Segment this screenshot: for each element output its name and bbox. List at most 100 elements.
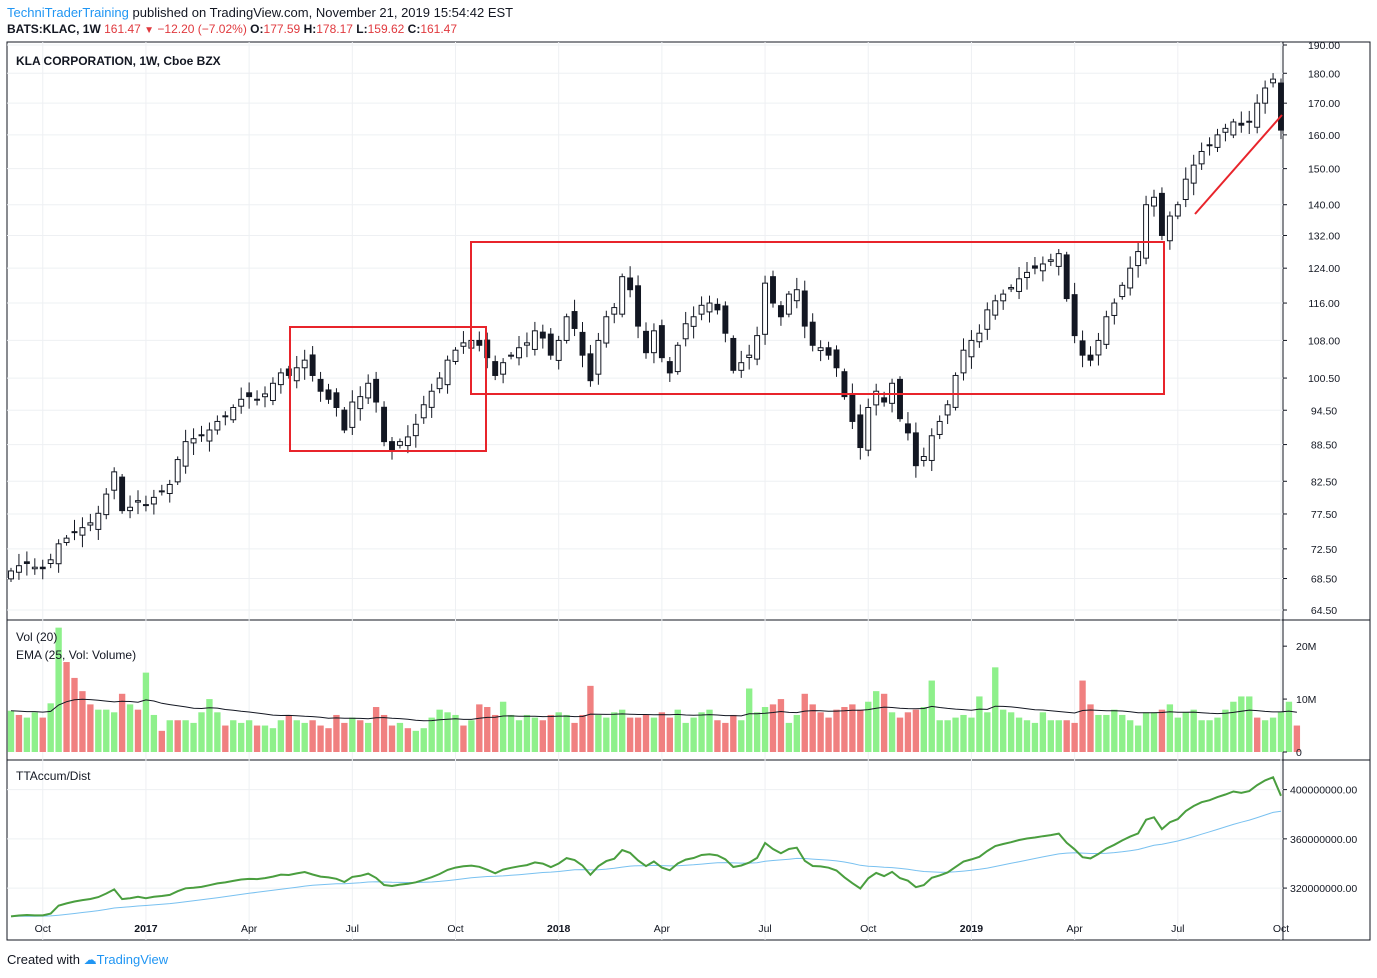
volume-bar[interactable]	[587, 685, 594, 752]
consolidation-box-large[interactable]	[470, 241, 1165, 395]
tradingview-brand[interactable]: TradingView	[96, 952, 169, 967]
candle[interactable]	[857, 404, 864, 460]
candle[interactable]	[428, 383, 435, 418]
volume-bar[interactable]	[428, 717, 435, 752]
volume-bar[interactable]	[412, 730, 419, 752]
candle[interactable]	[190, 428, 197, 455]
volume-bar[interactable]	[1071, 722, 1078, 752]
candle[interactable]	[333, 388, 340, 417]
candle[interactable]	[135, 490, 141, 515]
volume-bar[interactable]	[809, 704, 816, 752]
publisher-name[interactable]: TechniTraderTraining	[7, 5, 129, 20]
volume-bar[interactable]	[301, 722, 308, 752]
candle[interactable]	[1151, 189, 1157, 217]
candle[interactable]	[389, 437, 395, 460]
volume-bar[interactable]	[325, 728, 332, 752]
candle[interactable]	[825, 341, 832, 360]
volume-bar[interactable]	[531, 717, 539, 752]
candle[interactable]	[238, 387, 245, 414]
volume-bar[interactable]	[579, 714, 586, 752]
volume-bar[interactable]	[126, 704, 134, 752]
volume-bar[interactable]	[507, 714, 515, 752]
volume-bar[interactable]	[714, 720, 721, 752]
volume-bar[interactable]	[634, 717, 642, 752]
candle[interactable]	[404, 425, 411, 454]
candle[interactable]	[198, 425, 205, 442]
volume-bar[interactable]	[1269, 717, 1277, 752]
volume-bar[interactable]	[349, 717, 356, 752]
volume-bar[interactable]	[1031, 722, 1039, 752]
volume-bar[interactable]	[1119, 714, 1126, 752]
candle[interactable]	[325, 383, 332, 404]
candle[interactable]	[523, 332, 530, 358]
candle[interactable]	[349, 390, 356, 435]
candle[interactable]	[301, 349, 308, 380]
volume-bar[interactable]	[666, 717, 673, 752]
volume-bar[interactable]	[1246, 696, 1253, 752]
volume-bar[interactable]	[47, 703, 54, 752]
volume-bar[interactable]	[515, 720, 523, 752]
candle[interactable]	[595, 332, 602, 385]
candle[interactable]	[1214, 128, 1221, 153]
candle[interactable]	[1039, 256, 1046, 282]
candle[interactable]	[1238, 111, 1245, 133]
candle[interactable]	[1158, 187, 1165, 241]
candle[interactable]	[166, 479, 173, 503]
volume-bar[interactable]	[222, 725, 229, 752]
volume-bar[interactable]	[1055, 720, 1062, 752]
candle[interactable]	[484, 332, 491, 369]
volume-bar[interactable]	[992, 667, 999, 752]
candle[interactable]	[1047, 253, 1054, 266]
volume-bar[interactable]	[1174, 717, 1181, 752]
volume-bar[interactable]	[341, 722, 348, 752]
candle[interactable]	[119, 473, 126, 514]
volume-bar[interactable]	[761, 707, 769, 752]
volume-bar[interactable]	[873, 691, 880, 752]
volume-bar[interactable]	[182, 720, 189, 752]
volume-bar[interactable]	[896, 717, 904, 752]
candle[interactable]	[714, 298, 721, 315]
candle[interactable]	[1127, 256, 1134, 296]
candle[interactable]	[936, 415, 943, 440]
volume-bar[interactable]	[952, 717, 959, 752]
volume-bar[interactable]	[920, 707, 927, 752]
volume-bar[interactable]	[1285, 701, 1293, 752]
candle[interactable]	[31, 558, 38, 575]
volume-bar[interactable]	[976, 696, 983, 752]
candle[interactable]	[1008, 284, 1015, 293]
candle[interactable]	[762, 275, 769, 345]
volume-bar[interactable]	[1222, 709, 1229, 752]
candle[interactable]	[754, 326, 761, 366]
volume-bar[interactable]	[460, 725, 467, 752]
volume-bar[interactable]	[626, 717, 634, 752]
candle[interactable]	[246, 382, 253, 409]
candle[interactable]	[492, 355, 499, 381]
candle[interactable]	[1230, 118, 1237, 139]
volume-bar[interactable]	[95, 709, 102, 752]
trend-line[interactable]	[1194, 114, 1283, 215]
volume-bar[interactable]	[309, 720, 316, 752]
volume-bar[interactable]	[888, 712, 896, 752]
volume-bar[interactable]	[468, 720, 475, 752]
candle[interactable]	[63, 535, 70, 546]
volume-bar[interactable]	[1095, 714, 1102, 752]
candle[interactable]	[643, 322, 649, 359]
candle[interactable]	[1166, 211, 1173, 250]
volume-bar[interactable]	[436, 709, 443, 752]
candle[interactable]	[904, 412, 911, 441]
volume-bar[interactable]	[317, 725, 324, 752]
candle[interactable]	[214, 415, 221, 435]
candle[interactable]	[603, 310, 610, 348]
volume-bar[interactable]	[674, 709, 681, 752]
candle[interactable]	[833, 345, 840, 377]
candle[interactable]	[1246, 110, 1253, 135]
candle[interactable]	[1071, 282, 1078, 344]
volume-bar[interactable]	[31, 712, 38, 752]
candle[interactable]	[698, 296, 705, 321]
volume-bar[interactable]	[865, 701, 872, 752]
candle[interactable]	[277, 368, 284, 394]
volume-bar[interactable]	[285, 714, 292, 752]
candle[interactable]	[1119, 282, 1126, 300]
candle[interactable]	[1262, 80, 1269, 114]
candle[interactable]	[111, 467, 118, 500]
